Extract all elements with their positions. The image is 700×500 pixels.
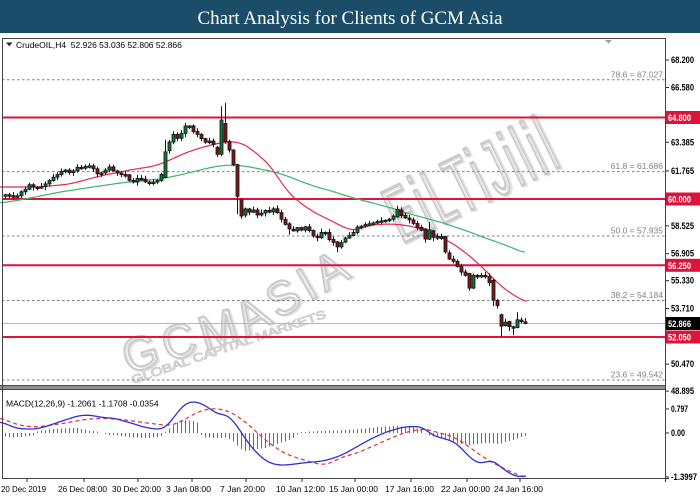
svg-text:50.0 = 57.935: 50.0 = 57.935 (611, 226, 664, 236)
svg-text:17 Jan 16:00: 17 Jan 16:00 (385, 484, 434, 494)
svg-text:61.8 = 61.686: 61.8 = 61.686 (611, 161, 664, 171)
svg-text:38.2 = 54.184: 38.2 = 54.184 (611, 290, 664, 300)
svg-text:48.895: 48.895 (671, 386, 694, 396)
svg-text:0.00: 0.00 (671, 428, 685, 438)
svg-text:66.580: 66.580 (671, 83, 694, 93)
svg-text:78.6 = 67.027: 78.6 = 67.027 (611, 69, 664, 79)
svg-text:3 Jan 08:00: 3 Jan 08:00 (166, 484, 211, 494)
svg-text:64.800: 64.800 (668, 113, 691, 123)
svg-text:10 Jan 12:00: 10 Jan 12:00 (276, 484, 325, 494)
svg-text:23.6 = 49.542: 23.6 = 49.542 (611, 370, 664, 380)
svg-text:60.000: 60.000 (668, 195, 691, 205)
svg-text:63.385: 63.385 (671, 137, 694, 147)
svg-text:56.250: 56.250 (668, 261, 691, 271)
svg-text:55.330: 55.330 (671, 276, 694, 286)
svg-text:52.050: 52.050 (668, 333, 691, 343)
svg-text:53.710: 53.710 (671, 304, 694, 314)
svg-text:56.905: 56.905 (671, 249, 694, 259)
svg-text:58.525: 58.525 (671, 221, 694, 231)
svg-text:7 Jan 20:00: 7 Jan 20:00 (220, 484, 265, 494)
svg-text:26 Dec 08:00: 26 Dec 08:00 (58, 484, 107, 494)
svg-text:CrudeOIL,H4 52.926 53.036 52.: CrudeOIL,H4 52.926 53.036 52.806 52.866 (16, 40, 182, 50)
svg-text:24 Jan 16:00: 24 Jan 16:00 (494, 484, 543, 494)
svg-text:61.765: 61.765 (671, 166, 694, 176)
svg-text:-1.3997: -1.3997 (671, 472, 697, 482)
svg-text:30 Dec 20:00: 30 Dec 20:00 (112, 484, 161, 494)
svg-text:MACD(12,26,9) -1.2061 -1.1708: MACD(12,26,9) -1.2061 -1.1708 -0.0354 (6, 399, 159, 409)
svg-text:68.200: 68.200 (671, 55, 694, 65)
svg-text:0.797: 0.797 (671, 404, 688, 414)
svg-text:Chart Analysis for Clients of: Chart Analysis for Clients of GCM Asia (197, 8, 503, 29)
svg-text:15 Jan 00:00: 15 Jan 00:00 (329, 484, 378, 494)
svg-text:50.470: 50.470 (671, 359, 694, 369)
svg-text:20 Dec 2019: 20 Dec 2019 (1, 484, 46, 494)
svg-text:52.866: 52.866 (668, 319, 691, 329)
svg-text:22 Jan 00:00: 22 Jan 00:00 (441, 484, 490, 494)
